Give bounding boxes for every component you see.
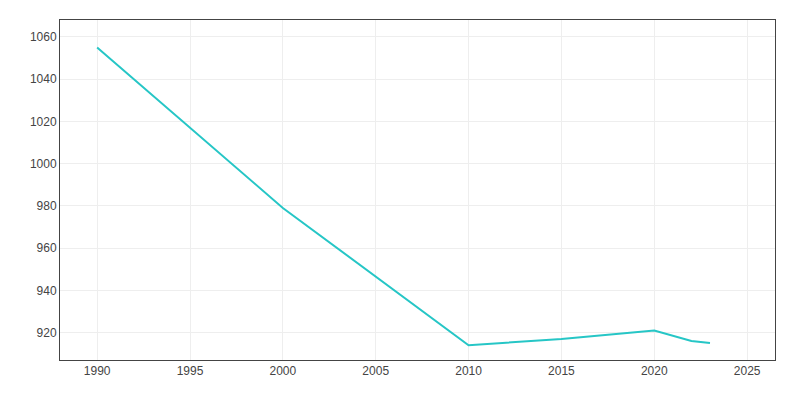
- svg-text:2005: 2005: [362, 364, 389, 378]
- svg-text:1990: 1990: [84, 364, 111, 378]
- svg-text:2020: 2020: [641, 364, 668, 378]
- svg-text:980: 980: [37, 199, 57, 213]
- svg-text:940: 940: [37, 284, 57, 298]
- svg-text:960: 960: [37, 241, 57, 255]
- svg-text:1995: 1995: [177, 364, 204, 378]
- svg-text:2015: 2015: [548, 364, 575, 378]
- svg-text:1000: 1000: [30, 157, 57, 171]
- svg-text:2000: 2000: [270, 364, 297, 378]
- svg-text:2010: 2010: [455, 364, 482, 378]
- svg-text:1060: 1060: [30, 30, 57, 44]
- svg-text:1040: 1040: [30, 72, 57, 86]
- svg-text:1020: 1020: [30, 115, 57, 129]
- svg-text:920: 920: [37, 326, 57, 340]
- svg-text:2025: 2025: [734, 364, 761, 378]
